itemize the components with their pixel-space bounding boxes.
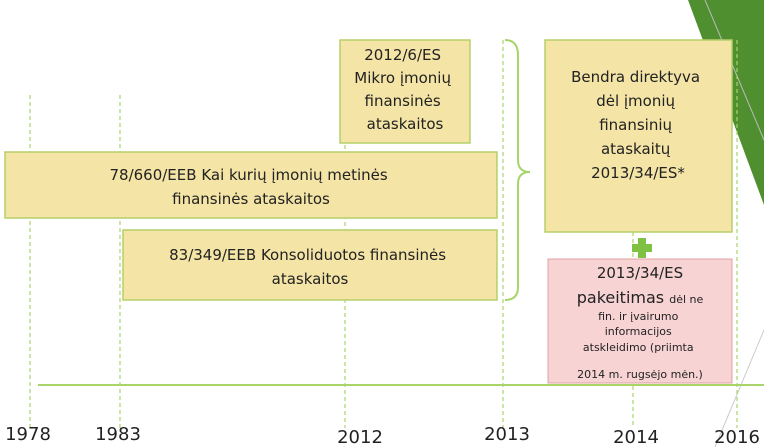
year-label: 2013	[484, 424, 530, 445]
text-line: finansinių	[599, 116, 672, 134]
text-line: 83/349/EEB Konsoliduotos finansinės	[169, 246, 446, 264]
text-line: 2014 m. rugsėjo mėn.)	[577, 368, 703, 381]
text-line: Bendra direktyva	[571, 68, 700, 86]
box-text: 2013/34/ES	[597, 264, 683, 282]
text-line: 2012/6/ES	[364, 46, 441, 64]
text-line: 2013/34/ES*	[591, 164, 685, 182]
text-line: pakeitimas	[577, 288, 664, 307]
text-line: dėl ne	[669, 293, 703, 306]
year-label: 1978	[5, 424, 51, 445]
text-line: dėl įmonių	[596, 92, 675, 110]
box-eeb78	[4, 151, 498, 219]
plus-icon	[632, 238, 652, 258]
text-line: atskleidimo (priimta	[583, 341, 694, 354]
decoration-line	[704, 0, 764, 141]
text-line: ataskaitų	[601, 140, 671, 158]
box-text: 83/349/EEB Konsoliduotos finansinės atas…	[169, 246, 451, 288]
text-line: 78/660/EEB Kai kurių įmonių metinės	[109, 166, 387, 184]
text-line: ataskaitos	[272, 270, 349, 288]
year-label: 2012	[337, 427, 383, 447]
decoration-line	[714, 329, 764, 447]
box-text: pakeitimas dėl ne	[577, 288, 704, 307]
box-text: Bendra direktyva dėl įmonių finansinių a…	[571, 68, 705, 182]
year-label: 2016	[714, 427, 760, 447]
box-text: 78/660/EEB Kai kurių įmonių metinės fina…	[109, 166, 392, 208]
box-pakeitimas	[547, 258, 733, 384]
text-line: fin. ir įvairumo	[598, 310, 679, 323]
text-line: ataskaitos	[367, 115, 444, 133]
text-line: finansinės ataskaitos	[172, 190, 330, 208]
box-eeb83	[122, 229, 498, 301]
text-line: Mikro įmonių	[354, 69, 451, 87]
year-label: 1983	[95, 424, 141, 445]
box-text: fin. ir įvairumo informacijos atskleidim…	[577, 310, 703, 381]
bracket	[504, 39, 531, 301]
text-line: informacijos	[605, 325, 672, 338]
box-text: 2012/6/ES Mikro įmonių finansinės ataska…	[354, 46, 456, 133]
text-line: finansinės	[365, 92, 441, 110]
year-label: 2014	[613, 427, 659, 447]
box-mikro	[339, 39, 471, 144]
box-bendra	[544, 39, 733, 233]
